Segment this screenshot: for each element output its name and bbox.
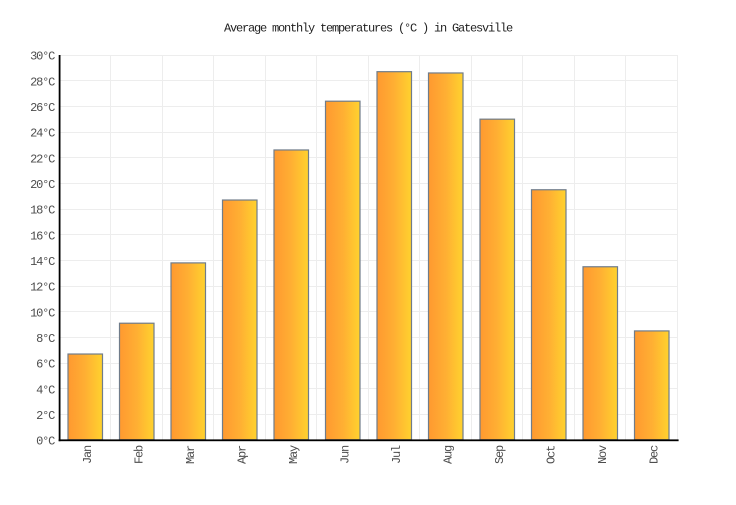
svg-text:24°C: 24°C: [30, 127, 55, 141]
svg-text:Feb: Feb: [132, 445, 146, 464]
svg-text:2°C: 2°C: [36, 409, 55, 423]
svg-text:Dec: Dec: [647, 445, 661, 464]
svg-text:Jul: Jul: [390, 445, 404, 464]
svg-text:28°C: 28°C: [30, 75, 55, 89]
svg-text:30°C: 30°C: [30, 50, 55, 64]
svg-text:Oct: Oct: [544, 446, 558, 464]
svg-text:Sep: Sep: [493, 445, 507, 464]
svg-text:May: May: [287, 445, 301, 464]
svg-text:12°C: 12°C: [30, 281, 55, 295]
svg-text:Mar: Mar: [184, 445, 198, 464]
svg-text:10°C: 10°C: [30, 306, 55, 320]
svg-text:0°C: 0°C: [36, 435, 55, 449]
svg-text:4°C: 4°C: [36, 383, 55, 397]
svg-text:6°C: 6°C: [36, 358, 55, 372]
svg-text:8°C: 8°C: [36, 332, 55, 346]
svg-text:14°C: 14°C: [30, 255, 55, 269]
svg-text:26°C: 26°C: [30, 101, 55, 115]
svg-text:Jun: Jun: [338, 445, 352, 464]
svg-text:Nov: Nov: [596, 445, 610, 464]
svg-text:Average monthly temperatures (: Average monthly temperatures (°C ) in Ga…: [224, 22, 513, 36]
svg-text:16°C: 16°C: [30, 229, 55, 243]
svg-text:20°C: 20°C: [30, 178, 55, 192]
svg-text:Apr: Apr: [235, 445, 249, 464]
svg-text:18°C: 18°C: [30, 204, 55, 218]
svg-text:22°C: 22°C: [30, 152, 55, 166]
svg-text:Jan: Jan: [81, 445, 95, 464]
svg-text:Aug: Aug: [441, 445, 455, 464]
